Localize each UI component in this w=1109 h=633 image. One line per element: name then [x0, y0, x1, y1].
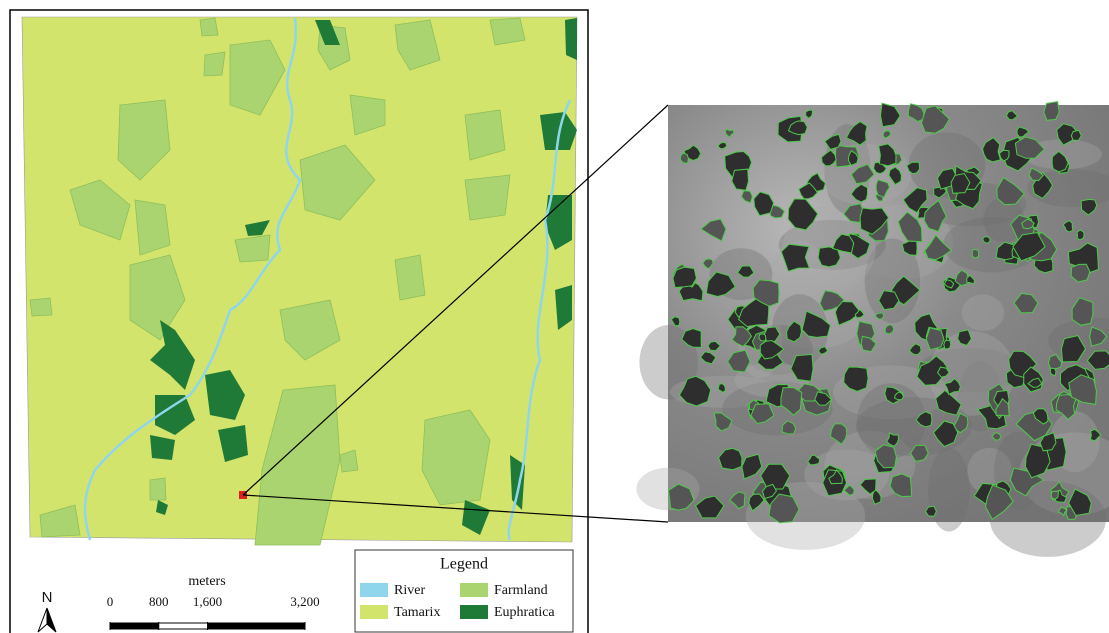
inset-shade: [962, 294, 1005, 331]
scale-segment: [110, 623, 159, 629]
map: [22, 17, 577, 545]
scale-unit: meters: [188, 574, 225, 589]
scale-segment: [159, 623, 208, 629]
tree-crown: [673, 267, 697, 288]
scale-tick-label: 3,200: [290, 594, 319, 609]
inset-image: [636, 102, 1109, 557]
legend-label: Tamarix: [394, 605, 440, 620]
tree-crown: [1051, 491, 1058, 499]
tree-crown: [1044, 102, 1059, 121]
legend-label: Euphratica: [494, 605, 555, 620]
scale-segment: [208, 623, 306, 629]
north-arrow: [47, 608, 56, 632]
tree-crown: [972, 249, 979, 258]
figure: N meters 0 800 1,600 3,200 Legend River Farm…: [0, 0, 1109, 633]
tree-crown: [1077, 230, 1084, 240]
legend-swatch: [460, 583, 488, 597]
legend-title: Legend: [440, 556, 488, 573]
scale-tick-label: 0: [107, 594, 114, 609]
north-label: N: [42, 589, 53, 606]
tree-crown: [759, 334, 766, 341]
legend-swatch: [460, 605, 488, 619]
tree-crown: [983, 237, 991, 244]
tree-crown: [885, 325, 894, 334]
scale-tick-label: 1,600: [193, 594, 222, 609]
tree-crown: [926, 328, 944, 350]
scale-bar: meters 0 800 1,600 3,200: [107, 574, 320, 630]
legend: Legend River Farmland Tamarix Euphratica: [355, 550, 573, 632]
tree-crown: [944, 340, 951, 349]
legend-label: Farmland: [494, 583, 548, 598]
legend-swatch: [360, 605, 388, 619]
scale-tick-label: 800: [149, 594, 169, 609]
legend-swatch: [360, 583, 388, 597]
tree-crown: [680, 153, 688, 163]
inset-shade: [928, 448, 970, 532]
legend-label: River: [394, 583, 425, 598]
north-arrow: [38, 608, 47, 632]
tree-crown: [1071, 130, 1081, 140]
